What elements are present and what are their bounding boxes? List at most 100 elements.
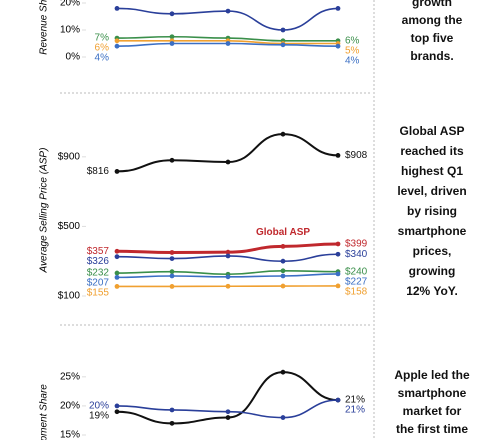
caption-line: brands. [410, 49, 453, 63]
point [169, 407, 175, 413]
point [335, 397, 341, 403]
point [169, 273, 175, 279]
y-tick-label: $100 [58, 291, 81, 302]
y-tick-label: 10% [60, 25, 80, 36]
caption-line: reached its [400, 144, 464, 158]
point [225, 415, 231, 420]
point [114, 403, 120, 409]
point [335, 5, 341, 11]
point [225, 41, 231, 46]
point [280, 273, 286, 279]
point [280, 369, 286, 375]
series-line [116, 399, 339, 419]
y-tick-label: 25% [60, 371, 80, 382]
point [280, 244, 286, 249]
value-label: $399 [345, 239, 368, 250]
point [114, 43, 120, 49]
y-axis-label: Revenue Share [39, 0, 50, 55]
value-label: $908 [345, 150, 368, 161]
point [280, 42, 286, 48]
point [114, 169, 120, 174]
caption-line: Global ASP [400, 124, 465, 138]
caption-line: Apple led the [394, 368, 470, 382]
value-label: 6% [95, 43, 110, 54]
point [280, 27, 286, 33]
point [114, 270, 120, 276]
caption-line: smartphone [398, 224, 467, 238]
value-label: $207 [87, 278, 110, 289]
y-tick-label: $500 [58, 221, 81, 232]
value-label: $155 [87, 288, 110, 299]
caption-line: by rising [407, 204, 457, 218]
y-axis-label: Shipment Share [39, 384, 50, 440]
point [114, 254, 120, 260]
point [114, 248, 120, 254]
value-label: 5% [345, 45, 360, 56]
value-label: 4% [345, 55, 360, 66]
value-label: 20% [89, 401, 109, 412]
point [169, 269, 175, 275]
y-tick-label: 15% [60, 430, 80, 440]
point [280, 268, 286, 274]
point [169, 34, 175, 40]
value-label: 19% [89, 411, 109, 422]
point [169, 250, 175, 255]
value-label: 4% [95, 53, 110, 64]
point [225, 253, 231, 259]
caption-line: highest Q1 [401, 164, 463, 178]
caption-line: growing [409, 264, 456, 278]
value-label: $240 [345, 266, 368, 277]
y-tick-label: 20% [60, 401, 80, 412]
point [114, 38, 120, 44]
value-label: $340 [345, 249, 368, 260]
point [169, 11, 175, 17]
caption-line: smartphone [398, 386, 467, 400]
value-label: $232 [87, 268, 110, 279]
point [225, 8, 231, 14]
caption-line: growth [412, 0, 452, 9]
point [335, 283, 341, 289]
y-tick-label: 0% [66, 52, 81, 63]
caption-line: 12% YoY. [406, 284, 458, 298]
value-label: $816 [87, 166, 110, 177]
series-line [116, 133, 339, 173]
value-label: 21% [345, 395, 365, 406]
series-line [116, 371, 339, 425]
value-label: 21% [345, 405, 365, 416]
point [169, 420, 175, 426]
point [225, 283, 231, 289]
point [335, 251, 341, 257]
point [225, 409, 231, 415]
point [280, 283, 286, 289]
point [225, 249, 231, 255]
y-tick-label: $900 [58, 151, 81, 162]
point [169, 157, 175, 163]
point [280, 131, 286, 137]
value-label: $326 [87, 256, 110, 267]
point [169, 41, 175, 46]
point [225, 159, 231, 165]
value-label: 6% [345, 35, 360, 46]
y-tick-label: 20% [60, 0, 80, 9]
point [114, 284, 120, 289]
point [169, 284, 175, 289]
caption-line: level, driven [397, 184, 466, 198]
caption-line: market for [403, 404, 462, 418]
value-label: $158 [345, 286, 368, 297]
caption-line: top five [411, 31, 454, 45]
point [335, 43, 341, 49]
caption-line: prices, [413, 244, 452, 258]
point [225, 274, 231, 280]
point [169, 256, 175, 261]
series-label: Global ASP [256, 227, 310, 238]
point [280, 415, 286, 420]
point [280, 258, 286, 264]
caption-line: the first time [396, 422, 468, 436]
y-axis-label: Average Selling Price (ASP) [39, 148, 50, 274]
point [335, 153, 341, 158]
point [114, 5, 120, 11]
point [335, 271, 341, 277]
value-label: $357 [87, 246, 110, 257]
caption-line: among the [402, 13, 463, 27]
